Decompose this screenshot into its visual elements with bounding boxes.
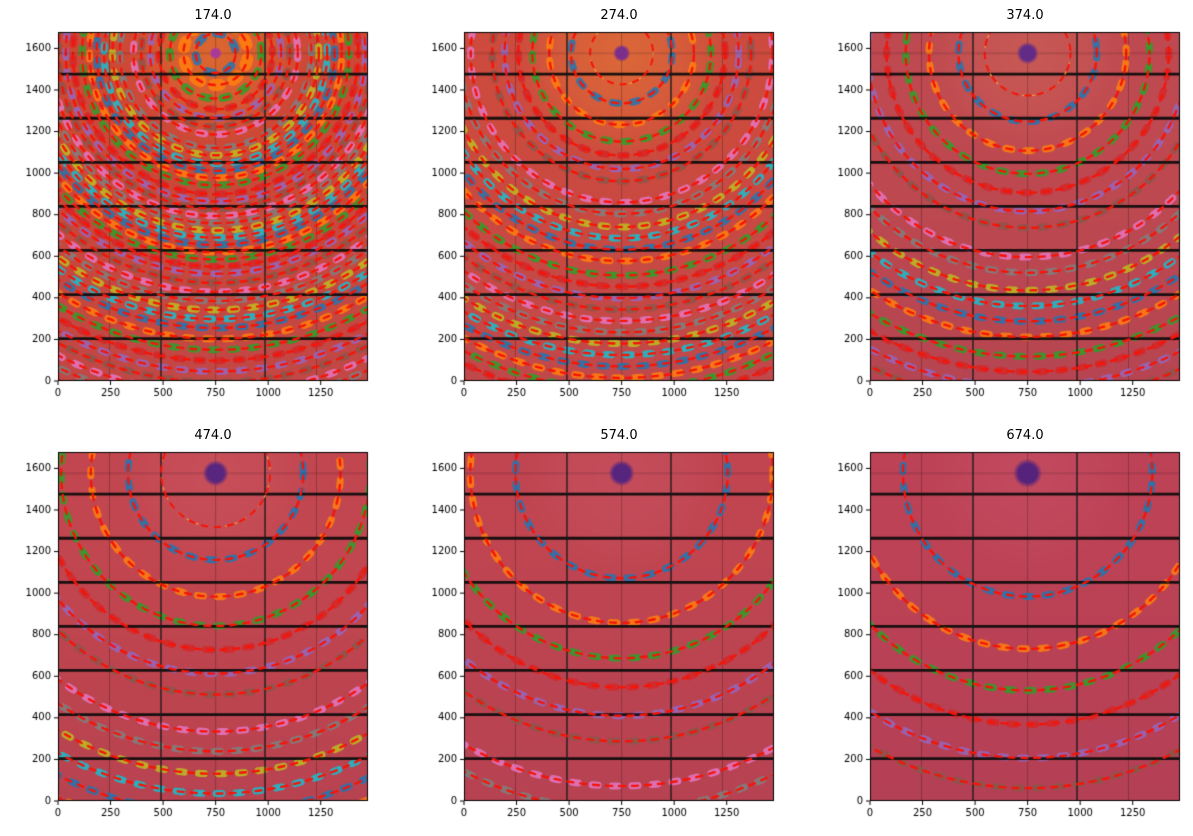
- panel-title-0: 174.0: [194, 8, 232, 23]
- panel-title-2: 374.0: [1006, 8, 1044, 23]
- panel-title-5: 674.0: [1006, 428, 1044, 443]
- panel-title-3: 474.0: [194, 428, 232, 443]
- panel-title-1: 274.0: [600, 8, 638, 23]
- panel-title-4: 574.0: [600, 428, 638, 443]
